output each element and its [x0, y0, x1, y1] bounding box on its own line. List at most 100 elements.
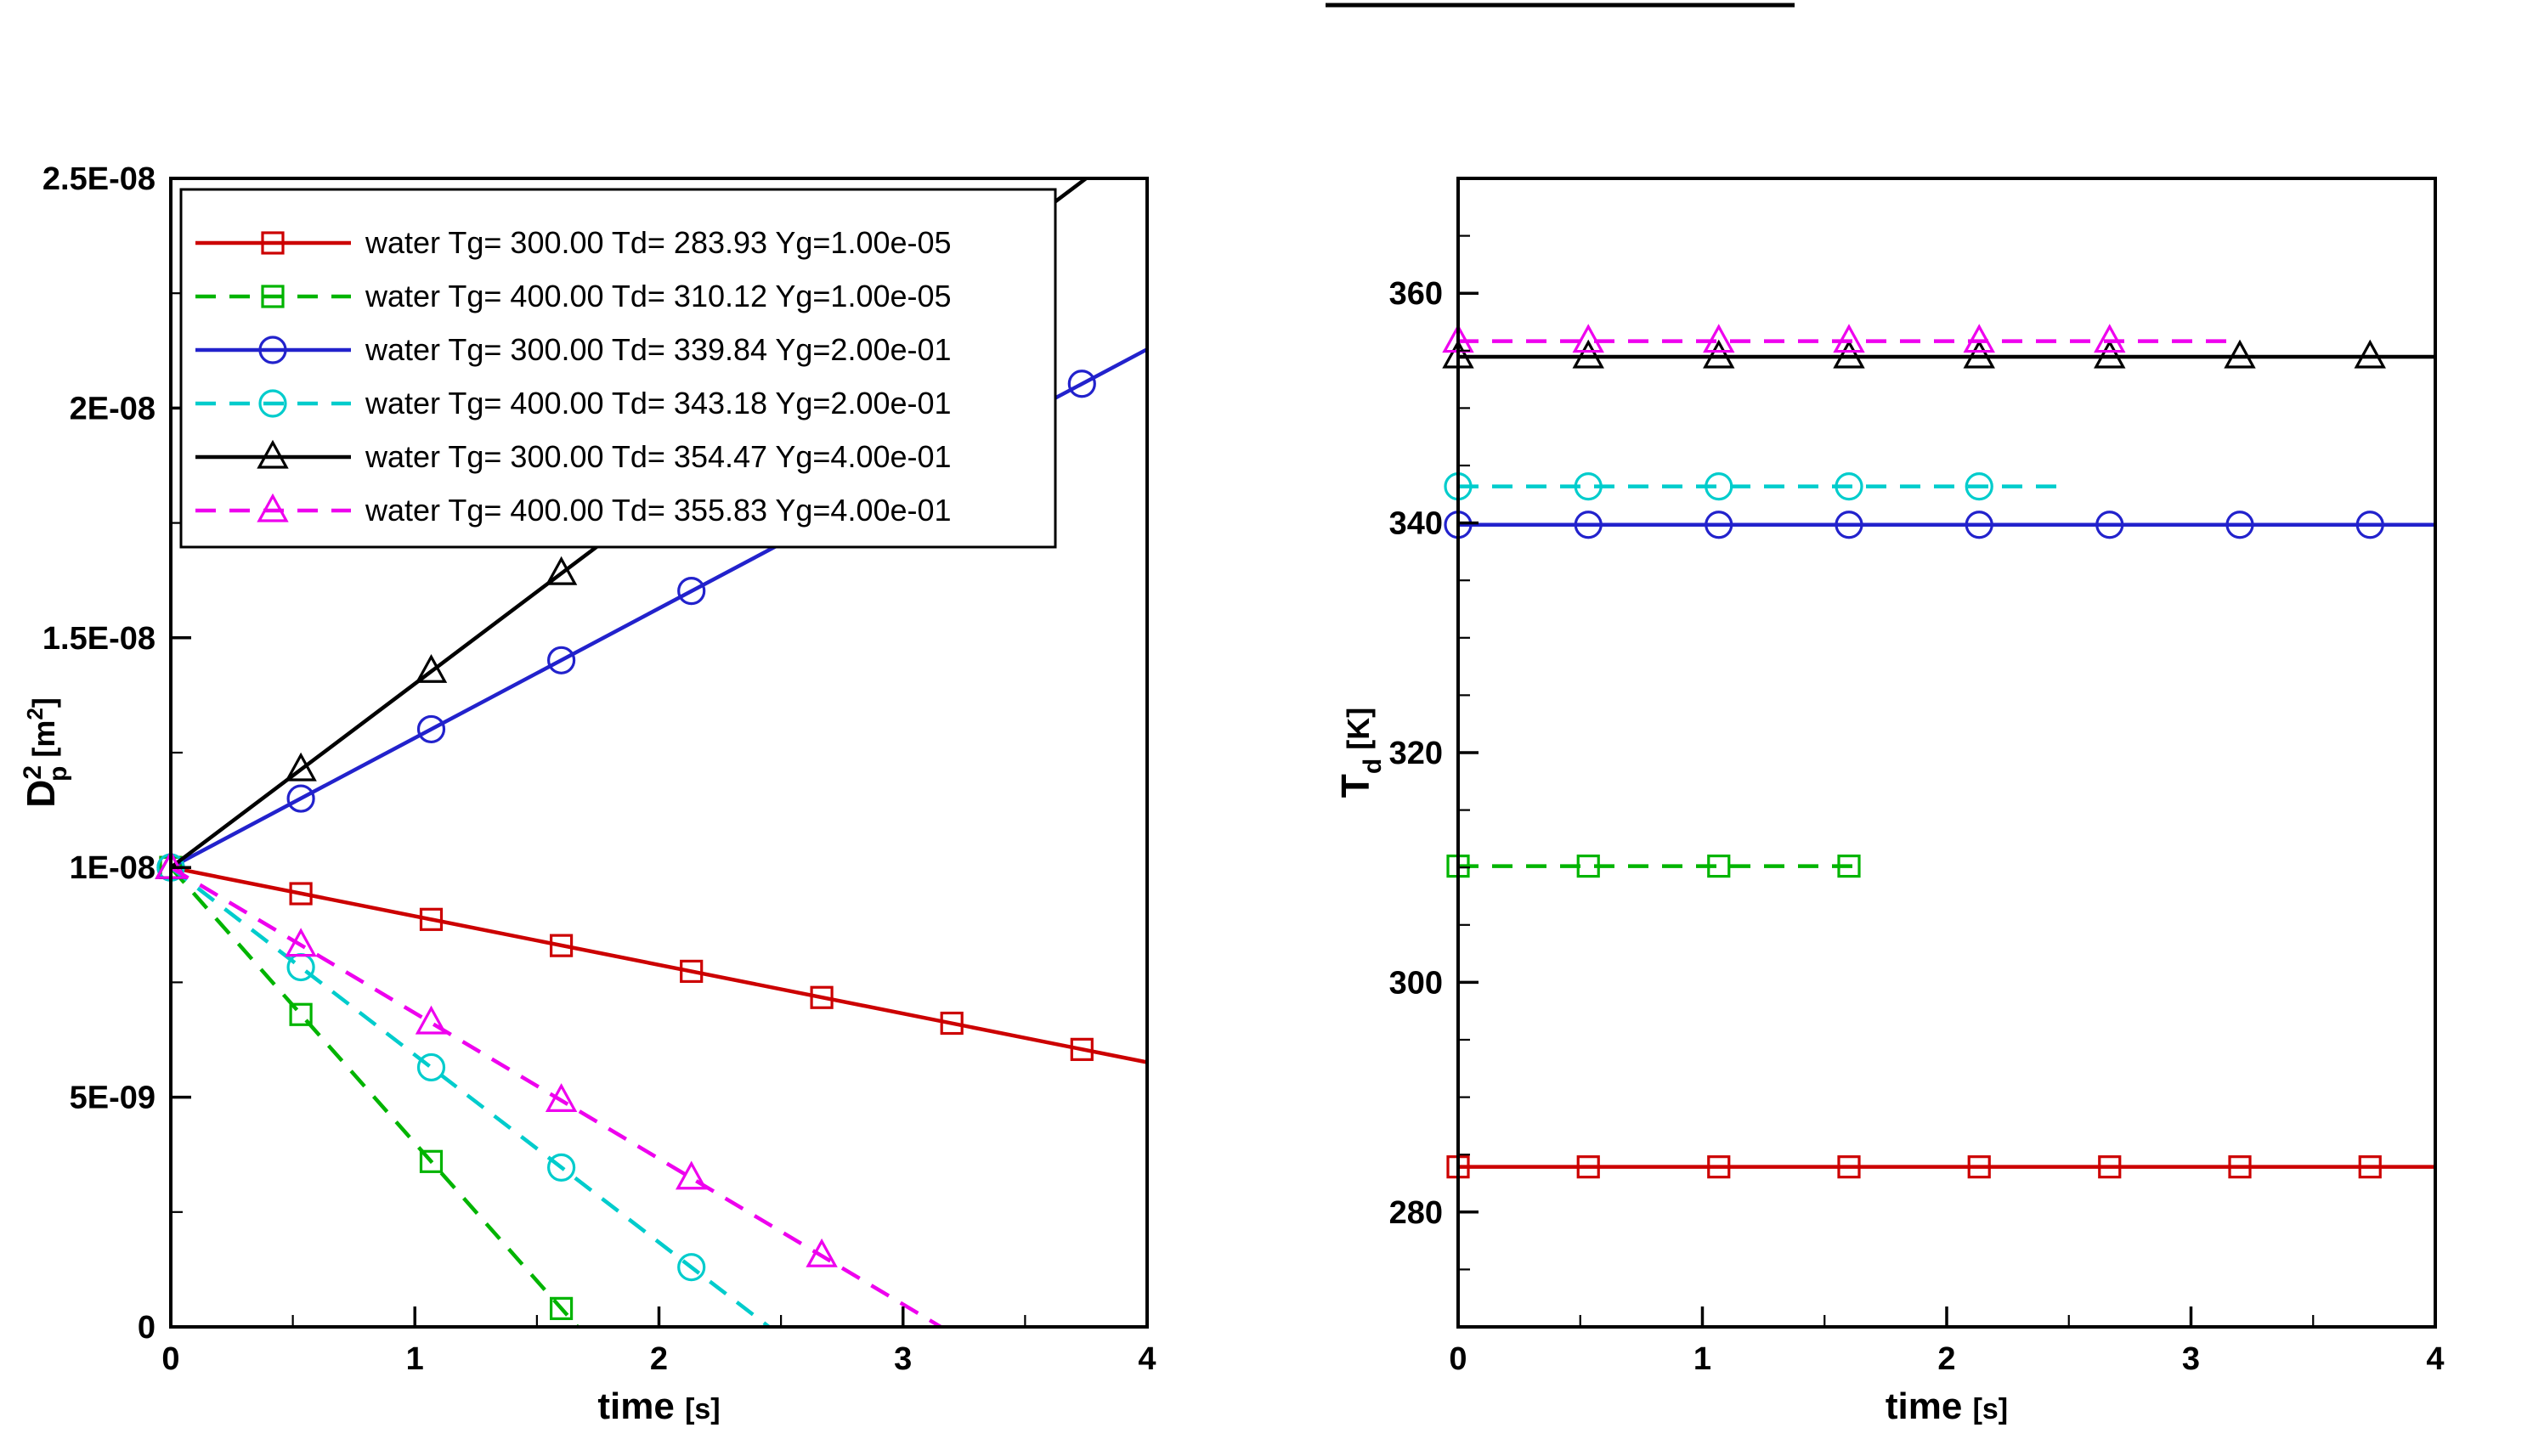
- triangle-marker: [1572, 339, 1604, 369]
- legend-entry: water Tg= 300.00 Td= 283.93 Yg=1.00e-05: [195, 225, 952, 260]
- square-marker: [1837, 1155, 1861, 1179]
- square-marker: [289, 882, 313, 906]
- y-tick-label: 2E-08: [70, 391, 155, 426]
- triangle-marker: [2094, 339, 2126, 369]
- circle-marker: [1835, 472, 1863, 501]
- circle-marker: [546, 646, 576, 674]
- circle-marker: [416, 714, 446, 744]
- triangle-marker: [2354, 339, 2386, 369]
- legend-box: [179, 188, 1057, 549]
- triangle-marker: [545, 1083, 578, 1112]
- legend-entry: water Tg= 300.00 Td= 354.47 Yg=4.00e-01: [195, 439, 952, 474]
- circle-marker: [677, 1253, 706, 1282]
- triangle-marker: [257, 493, 289, 522]
- y-tick-label: 1E-08: [70, 850, 155, 886]
- y-axis-title: D2p [m2]: [19, 697, 72, 808]
- y-tick-label: 0: [138, 1310, 155, 1346]
- circle-marker: [258, 389, 287, 418]
- square-marker: [261, 285, 285, 308]
- x-tick-label: 2: [1937, 1341, 1955, 1377]
- triangle-marker: [285, 752, 317, 782]
- chart-td-vs-time: 0 1 2 3 4 280 300 320 340 360 time [s] Td [K]: [1333, 177, 2445, 1427]
- triangle-marker: [1963, 339, 1995, 369]
- square-marker: [261, 231, 285, 255]
- x-tick-label: 1: [1693, 1341, 1711, 1377]
- circle-marker: [677, 577, 706, 606]
- legend-entry: water Tg= 400.00 Td= 355.83 Yg=4.00e-01: [195, 493, 952, 528]
- x-tick-label: 0: [161, 1341, 179, 1377]
- series-line-1: [169, 866, 580, 1329]
- triangle-marker: [675, 1160, 708, 1190]
- circle-marker: [1067, 370, 1096, 398]
- y-tick-label: 360: [1389, 276, 1443, 312]
- square-marker: [810, 985, 834, 1009]
- triangle-marker: [1833, 339, 1865, 369]
- y-tick-label: 340: [1389, 506, 1443, 542]
- triangle-marker: [545, 556, 578, 585]
- y-tick-label: 280: [1389, 1195, 1443, 1231]
- square-marker: [1576, 854, 1600, 878]
- square-marker: [1837, 854, 1861, 878]
- circle-marker: [1965, 472, 1993, 501]
- triangle-marker: [1963, 324, 1995, 353]
- square-marker: [1707, 854, 1731, 878]
- x-tick-label: 0: [1449, 1341, 1467, 1377]
- series-line-3: [169, 866, 771, 1329]
- triangle-marker: [415, 1005, 448, 1035]
- circle-marker: [416, 1052, 446, 1082]
- square-marker: [549, 1296, 574, 1320]
- circle-marker: [286, 952, 315, 982]
- circle-marker: [1574, 511, 1603, 539]
- plot-box: [1456, 177, 2437, 1329]
- triangle-marker: [285, 928, 317, 957]
- x-axis-title: time [s]: [597, 1385, 720, 1427]
- x-tick-label: 3: [894, 1341, 912, 1377]
- triangle-marker: [415, 653, 448, 683]
- legend-label: water Tg= 400.00 Td= 310.12 Yg=1.00e-05: [365, 279, 952, 313]
- circle-marker: [1705, 511, 1733, 539]
- y-tick-label: 320: [1389, 736, 1443, 771]
- legend-label: water Tg= 400.00 Td= 343.18 Yg=2.00e-01: [365, 386, 952, 420]
- legend-label: water Tg= 300.00 Td= 283.93 Yg=1.00e-05: [365, 225, 952, 260]
- y-tick-label: 2.5E-08: [42, 161, 155, 197]
- circle-marker: [2355, 511, 2384, 539]
- x-axis-title: time [s]: [1886, 1385, 2008, 1427]
- y-axis-title: Td [K]: [1333, 708, 1387, 798]
- circle-marker: [1835, 511, 1863, 539]
- square-marker: [419, 1149, 444, 1173]
- triangle-marker: [1833, 324, 1865, 353]
- circle-marker: [1965, 511, 1993, 539]
- square-marker: [549, 934, 574, 957]
- square-marker: [419, 907, 444, 931]
- x-tick-label: 4: [1138, 1341, 1156, 1377]
- legend: water Tg= 300.00 Td= 283.93 Yg=1.00e-05 w…: [179, 188, 1057, 549]
- legend-entry: water Tg= 400.00 Td= 310.12 Yg=1.00e-05: [195, 279, 952, 313]
- square-marker: [2358, 1155, 2382, 1179]
- x-tick-label: 4: [2426, 1341, 2444, 1377]
- square-marker: [1070, 1037, 1094, 1061]
- circle-marker: [258, 336, 287, 364]
- square-marker: [940, 1011, 964, 1036]
- square-marker: [1707, 1155, 1731, 1179]
- square-marker: [680, 959, 704, 984]
- legend-label: water Tg= 300.00 Td= 339.84 Yg=2.00e-01: [365, 332, 952, 367]
- x-tick-label: 3: [2182, 1341, 2200, 1377]
- circle-marker: [1574, 472, 1603, 501]
- square-marker: [289, 1002, 313, 1026]
- y-tick-label: 5E-09: [70, 1081, 155, 1116]
- chart-dp2-vs-time: 0 1 2 3 4 0 5E-09 1E-08 1.5E-08 2E-08 2.5E-08 time …: [19, 161, 1156, 1427]
- square-marker: [1967, 1155, 1991, 1179]
- square-marker: [2228, 1155, 2252, 1179]
- triangle-marker: [1703, 339, 1735, 369]
- triangle-marker: [257, 439, 289, 469]
- series-line-0: [170, 865, 1148, 1064]
- circle-marker: [1705, 472, 1733, 501]
- circle-marker: [2095, 511, 2124, 539]
- legend-entry: water Tg= 400.00 Td= 343.18 Yg=2.00e-01: [195, 386, 952, 420]
- y-tick-label: 1.5E-08: [42, 621, 155, 657]
- circle-marker: [2225, 511, 2254, 539]
- circle-marker: [286, 784, 315, 813]
- triangle-marker: [2224, 339, 2256, 369]
